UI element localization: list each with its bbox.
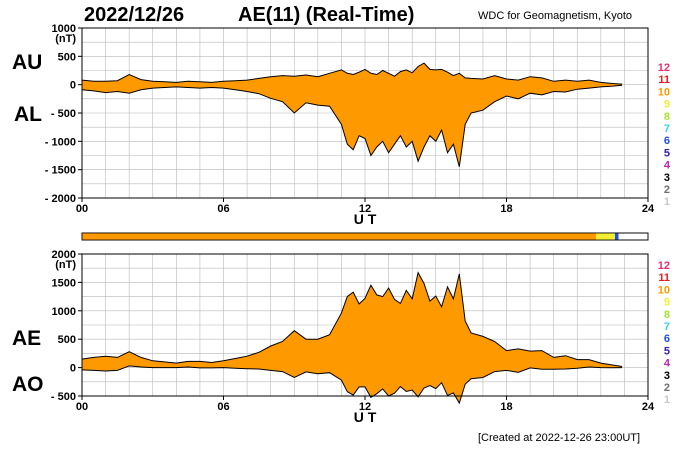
legend-station-10: 10 xyxy=(658,284,670,296)
y-tick-label: - 500 xyxy=(51,108,76,120)
legend-station-10: 10 xyxy=(658,86,670,98)
y-tick-label: - 2000 xyxy=(45,193,76,205)
legend-station-4: 4 xyxy=(664,160,671,172)
y-tick-label: 0 xyxy=(70,80,76,92)
legend-station-3: 3 xyxy=(664,370,670,382)
legend-station-12: 12 xyxy=(658,260,670,272)
station-count-bar-frame xyxy=(81,232,649,241)
legend-station-8: 8 xyxy=(664,309,670,321)
legend-station-1: 1 xyxy=(664,394,670,406)
legend-station-9: 9 xyxy=(664,297,670,309)
legend-station-8: 8 xyxy=(664,111,670,123)
legend-station-2: 2 xyxy=(664,382,670,394)
legend-station-4: 4 xyxy=(664,358,671,370)
y-tick-label: 2000 xyxy=(52,249,76,261)
legend-station-6: 6 xyxy=(664,135,670,147)
x-tick-label: 24 xyxy=(642,401,655,413)
x-tick-label: 00 xyxy=(76,203,88,215)
series-area-ae-ao xyxy=(82,272,623,404)
x-axis-label: U T xyxy=(354,409,377,425)
chart-title: AE(11) (Real-Time) xyxy=(238,4,415,26)
x-tick-label: 00 xyxy=(76,401,88,413)
y-tick-label: - 1000 xyxy=(45,136,76,148)
legend-station-7: 7 xyxy=(664,123,670,135)
legend-station-1: 1 xyxy=(664,196,670,208)
series-area-au-al xyxy=(82,63,623,167)
legend-station-12: 12 xyxy=(658,62,670,74)
legend-station-2: 2 xyxy=(664,184,670,196)
series-line-upper-ae-ao xyxy=(81,271,623,367)
y-tick-label: 0 xyxy=(70,363,76,375)
x-axis-label: U T xyxy=(354,211,377,227)
y-tick-label: - 1500 xyxy=(45,165,76,177)
legend-station-5: 5 xyxy=(664,147,670,159)
x-tick-label: 18 xyxy=(500,203,512,215)
y-tick-label: 500 xyxy=(58,51,76,63)
y-unit-label: (nT) xyxy=(55,33,76,45)
ao-label: AO xyxy=(12,373,44,396)
y-tick-label: 1000 xyxy=(52,306,76,318)
series-line-lower-ae-ao xyxy=(81,365,623,405)
chart-date: 2022/12/26 xyxy=(84,4,185,26)
ae-label: AE xyxy=(12,327,42,350)
data-source: WDC for Geomagnetism, Kyoto xyxy=(478,10,633,22)
legend-station-9: 9 xyxy=(664,99,670,111)
legend-station-5: 5 xyxy=(664,345,670,357)
x-tick-label: 06 xyxy=(217,401,229,413)
x-tick-label: 24 xyxy=(642,203,655,215)
created-timestamp: [Created at 2022-12-26 23:00UT] xyxy=(478,432,641,444)
legend-station-11: 11 xyxy=(658,74,670,86)
series-line-upper-au-al xyxy=(81,62,623,85)
legend-station-6: 6 xyxy=(664,333,670,345)
y-tick-label: - 500 xyxy=(51,391,76,403)
legend-station-7: 7 xyxy=(664,321,670,333)
legend-station-11: 11 xyxy=(658,272,670,284)
al-label: AL xyxy=(14,103,42,126)
legend-station-3: 3 xyxy=(664,172,670,184)
y-tick-label: 500 xyxy=(58,334,76,346)
au-label: AU xyxy=(12,51,43,74)
y-tick-label: 1000 xyxy=(52,23,76,35)
station-count-bar-10 xyxy=(82,233,597,240)
station-count-bar-6 xyxy=(614,233,619,240)
y-tick-label: 1500 xyxy=(52,277,76,289)
x-tick-label: 18 xyxy=(500,401,512,413)
x-tick-label: 12 xyxy=(359,203,371,215)
x-tick-label: 06 xyxy=(217,203,229,215)
y-unit-label: (nT) xyxy=(55,259,76,271)
x-tick-label: 12 xyxy=(359,401,371,413)
series-line-lower-au-al xyxy=(81,84,623,167)
station-count-bar-9 xyxy=(596,233,615,240)
